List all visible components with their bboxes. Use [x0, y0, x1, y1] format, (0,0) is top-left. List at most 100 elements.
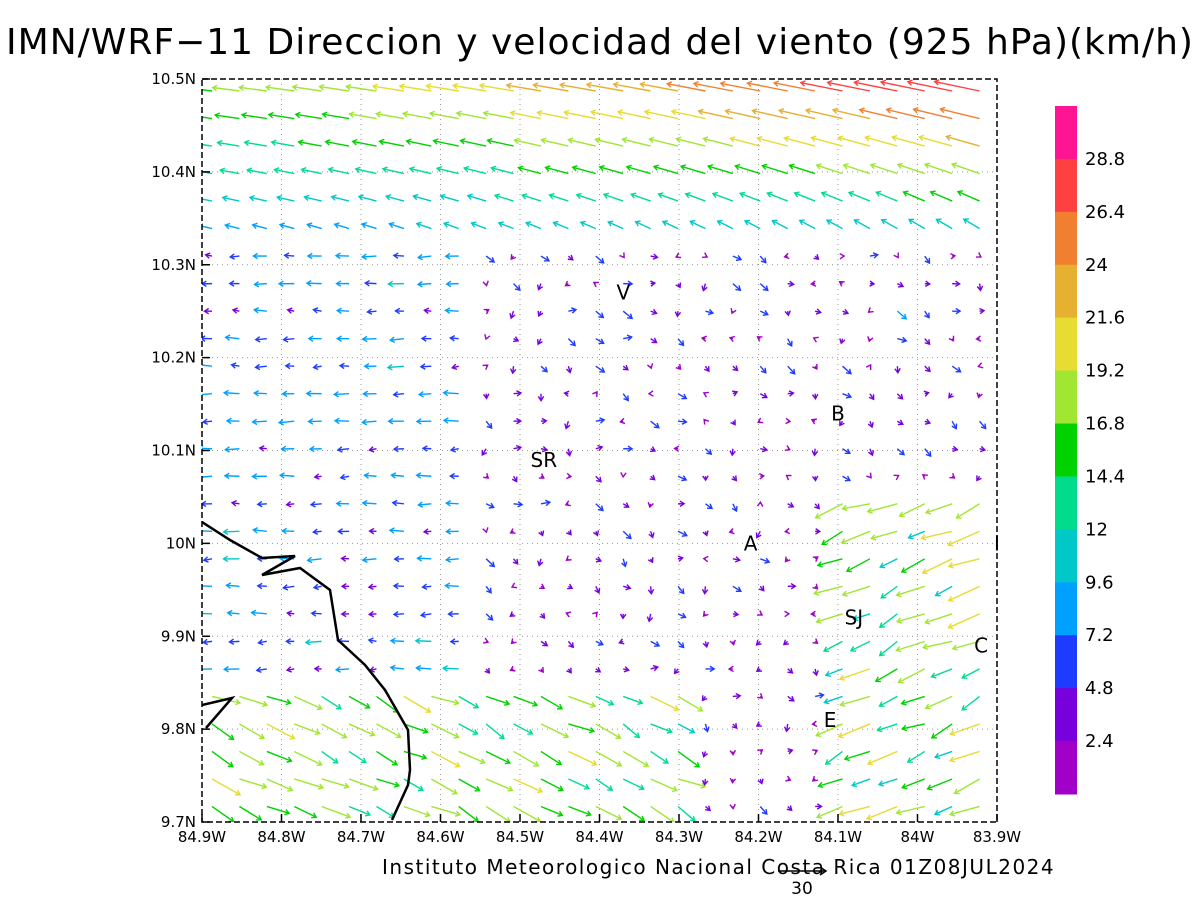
wind-arrow-head: [238, 84, 245, 92]
wind-arrow-head: [541, 417, 548, 425]
wind-arrow-head: [668, 817, 675, 822]
wind-arrow-head: [839, 420, 845, 427]
wind-arrow: [257, 503, 267, 506]
wind-arrow-head: [512, 558, 519, 565]
wind-arrow: [458, 723, 478, 735]
wind-arrow-head: [894, 367, 901, 375]
wind-arrow-head: [654, 641, 661, 647]
wind-arrow: [595, 503, 604, 511]
wind-arrow-head: [870, 534, 877, 541]
wind-arrow-head: [591, 760, 598, 766]
wind-arrow: [522, 194, 542, 202]
wind-arrow-head: [784, 556, 791, 563]
wind-arrow-head: [243, 139, 250, 147]
wind-arrow-head: [510, 638, 517, 645]
wind-arrow-head: [285, 501, 292, 508]
wind-arrow-head: [845, 368, 852, 375]
wind-arrow: [376, 778, 400, 787]
wind-arrow: [759, 365, 767, 374]
wind-arrow: [247, 169, 267, 175]
wind-arrow: [823, 640, 843, 652]
colorbar-segment: [1055, 635, 1077, 689]
wind-arrow-head: [880, 592, 887, 599]
wind-arrow: [948, 585, 980, 602]
wind-arrow: [460, 139, 487, 147]
coastline-line: [202, 520, 412, 821]
wind-arrow: [268, 113, 295, 120]
wind-arrow-head: [602, 192, 610, 199]
wind-arrow: [239, 778, 267, 788]
wind-arrow-head: [732, 365, 739, 372]
wind-arrow-head: [772, 80, 780, 87]
x-tick-label: 84.2W: [734, 828, 782, 846]
wind-arrow-head: [317, 783, 325, 790]
wind-arrow-head: [510, 582, 518, 589]
wind-arrow-head: [196, 196, 201, 201]
wind-arrow-head: [498, 733, 505, 740]
wind-arrow: [934, 750, 953, 758]
wind-arrow-head: [556, 703, 564, 710]
wind-arrow-head: [930, 672, 937, 679]
wind-arrow-head: [505, 82, 512, 89]
x-tick-label: 84.4W: [575, 828, 623, 846]
wind-arrow-head: [510, 254, 517, 261]
wind-arrow-head: [592, 611, 598, 618]
wind-arrow-head: [954, 280, 961, 288]
wind-arrow-head: [489, 561, 496, 568]
y-axis-ticks: 9.7N 9.8N 9.9N 10N 10.1N 10.2N 10.3N 10.4N 10.5N: [151, 70, 210, 831]
wind-arrow-head: [953, 788, 960, 795]
wind-arrow: [622, 723, 640, 738]
wind-arrow: [698, 110, 734, 120]
wind-arrow-head: [788, 695, 795, 702]
wind-arrow: [422, 585, 432, 588]
wind-arrow-head: [445, 528, 452, 535]
wind-arrow-head: [563, 390, 570, 397]
wind-arrow: [513, 723, 533, 735]
wind-arrow: [226, 584, 240, 588]
wind-arrow: [431, 723, 459, 738]
wind-arrow-head: [538, 666, 544, 674]
wind-arrow: [677, 393, 687, 400]
wind-arrow: [896, 585, 925, 597]
wind-arrow: [202, 198, 213, 202]
wind-arrow-head: [395, 732, 402, 739]
wind-arrow-head: [783, 252, 790, 260]
wind-arrow-head: [675, 136, 682, 143]
wind-arrow-head: [980, 423, 987, 430]
wind-arrow-head: [616, 814, 623, 821]
wind-arrow-head: [815, 308, 822, 315]
wind-arrow: [506, 84, 542, 92]
wind-arrow: [271, 141, 295, 147]
wind-arrow: [680, 165, 706, 175]
wind-arrow: [707, 165, 734, 175]
place-label-a: A: [744, 531, 758, 555]
wind-arrow: [896, 640, 925, 652]
wind-arrow-head: [364, 703, 371, 709]
wind-arrow-head: [335, 335, 342, 342]
wind-arrow: [586, 83, 624, 92]
wind-arrow: [443, 667, 459, 670]
wind-arrow-head: [653, 422, 660, 429]
wind-arrow-head: [692, 81, 699, 88]
wind-arrow-head: [339, 473, 346, 481]
wind-arrow-head: [680, 612, 687, 619]
wind-arrow-head: [597, 444, 604, 452]
wind-arrow-head: [731, 505, 738, 513]
wind-arrow-head: [536, 284, 544, 291]
wind-arrow-head: [375, 111, 382, 118]
wind-arrow-head: [256, 500, 263, 508]
wind-arrow-head: [486, 587, 492, 594]
wind-arrow-head: [363, 279, 370, 287]
wind-arrow-head: [594, 587, 601, 595]
y-tick-label: 10.4N: [151, 163, 196, 181]
wind-arrow: [924, 255, 931, 264]
wind-arrow: [564, 111, 596, 120]
wind-arrow-head: [898, 511, 905, 518]
wind-arrow-head: [381, 166, 388, 173]
wind-arrow-head: [278, 472, 285, 479]
wind-arrow-head: [924, 703, 931, 710]
speed-colorbar: 28.8 26.4 24 21.6 19.2 16.8 14.4 12 9.6 7.2 4.8 2.4: [1055, 106, 1125, 795]
wind-arrow-head: [592, 530, 600, 537]
wind-arrow: [658, 193, 679, 202]
wind-arrow: [622, 530, 632, 539]
